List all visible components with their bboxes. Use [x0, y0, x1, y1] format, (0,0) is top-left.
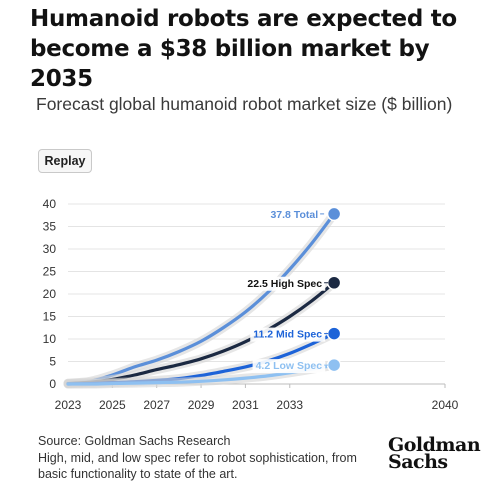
y-tick-label: 25 [43, 265, 57, 279]
x-tick-label: 2033 [276, 398, 303, 412]
x-tick-label: 2025 [99, 398, 126, 412]
end-point [326, 326, 342, 341]
y-tick-label: 5 [49, 355, 56, 369]
replay-button[interactable]: Replay [38, 149, 92, 173]
y-tick-label: 0 [49, 377, 56, 391]
y-tick-label: 15 [43, 310, 57, 324]
x-tick-label: 2029 [188, 398, 215, 412]
x-tick-label: 2040 [432, 398, 459, 412]
x-tick-label: 2023 [55, 398, 82, 412]
logo-line-1: Goldman [388, 434, 481, 456]
x-tick-label: 2031 [232, 398, 259, 412]
label-background [252, 359, 326, 374]
chart-subtitle: Forecast global humanoid robot market si… [36, 94, 453, 114]
series-low-spec: 4.2 Low Spec [63, 357, 342, 389]
spec-footnote: High, mid, and low spec refer to robot s… [38, 451, 357, 481]
end-point [326, 206, 342, 222]
end-value-label: 37.8 Total [270, 209, 318, 221]
end-value-label: 22.5 High Spec [247, 278, 322, 290]
x-tick-label: 2027 [143, 398, 170, 412]
y-tick-label: 35 [43, 220, 57, 234]
source-note: Source: Goldman Sachs Research [38, 434, 231, 448]
end-value-label: 11.2 Mid Spec [253, 329, 322, 341]
y-tick-label: 10 [43, 332, 57, 346]
logo-line-2: Sachs [388, 451, 448, 473]
y-tick-label: 30 [43, 242, 57, 256]
end-point [326, 275, 342, 290]
goldman-sachs-logo: Goldman Sachs [388, 434, 481, 473]
chart-title: Humanoid robots are expected to become a… [30, 6, 457, 92]
y-tick-label: 40 [43, 197, 57, 211]
end-value-label: 4.2 Low Spec [256, 360, 323, 372]
y-tick-label: 20 [43, 287, 57, 301]
label-background [244, 276, 326, 291]
label-background [250, 327, 326, 342]
end-point [326, 357, 342, 373]
label-background [267, 207, 322, 222]
